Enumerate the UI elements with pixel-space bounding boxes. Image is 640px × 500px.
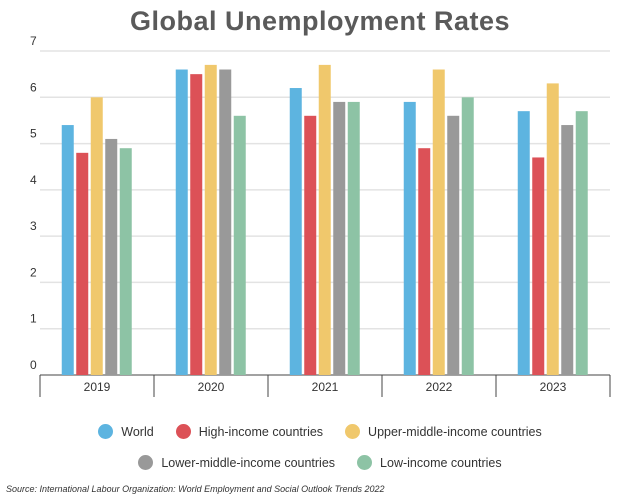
y-tick-label: 2	[30, 265, 37, 279]
legend-item: World	[98, 424, 154, 439]
legend-row-1: World High-income countries Upper-middle-i…	[0, 424, 640, 439]
y-tick-label: 7	[30, 34, 37, 48]
legend-swatch	[98, 424, 114, 439]
bar-upper-middle-income-countries-2021	[318, 64, 331, 375]
bar-low-income-countries-2022	[461, 97, 474, 376]
bar-low-income-countries-2023	[575, 111, 588, 376]
bar-high-income-countries-2023	[532, 157, 545, 375]
bar-lower-middle-income-countries-2019	[105, 138, 118, 375]
legend-label: Lower-middle-income countries	[161, 455, 336, 470]
legend-item: High-income countries	[175, 424, 324, 439]
legend-item: Low-income countries	[357, 455, 502, 470]
y-tick-label: 1	[30, 312, 37, 326]
legend-swatch	[175, 424, 191, 439]
legend-swatch	[357, 455, 373, 470]
x-tick-label: 2023	[540, 380, 567, 394]
bar-world-2023	[517, 111, 530, 376]
bar-low-income-countries-2021	[347, 101, 360, 376]
bar-upper-middle-income-countries-2022	[432, 69, 445, 375]
source-note: Source: International Labour Organizatio…	[6, 484, 385, 494]
bar-world-2021	[289, 88, 302, 376]
legend-label: World	[121, 424, 154, 439]
bar-world-2022	[403, 101, 416, 376]
x-tick-label: 2022	[426, 380, 453, 394]
bar-low-income-countries-2020	[233, 115, 246, 376]
bar-upper-middle-income-countries-2019	[90, 97, 103, 376]
legend-label: Low-income countries	[380, 455, 502, 470]
legend-item: Upper-middle-income countries	[345, 424, 542, 439]
bar-high-income-countries-2021	[304, 115, 317, 376]
legend-label: Upper-middle-income countries	[368, 424, 542, 439]
x-tick-label: 2019	[84, 380, 111, 394]
legend-swatch	[345, 424, 361, 439]
bar-high-income-countries-2020	[190, 74, 203, 376]
y-tick-label: 5	[30, 127, 37, 141]
bar-lower-middle-income-countries-2020	[219, 69, 232, 375]
bar-lower-middle-income-countries-2023	[561, 125, 574, 375]
bar-lower-middle-income-countries-2021	[333, 101, 346, 376]
y-tick-label: 4	[30, 173, 37, 187]
y-tick-label: 0	[30, 358, 37, 372]
bar-upper-middle-income-countries-2020	[204, 64, 217, 375]
x-tick-label: 2020	[198, 380, 225, 394]
legend-item: Lower-middle-income countries	[138, 455, 335, 470]
bar-lower-middle-income-countries-2022	[447, 115, 460, 376]
x-tick-label: 2021	[312, 380, 339, 394]
bar-high-income-countries-2019	[76, 152, 89, 375]
bar-world-2020	[175, 69, 188, 375]
chart-title: Global Unemployment Rates	[129, 6, 511, 36]
bar-upper-middle-income-countries-2023	[546, 83, 559, 376]
y-tick-label: 6	[30, 80, 37, 94]
y-tick-label: 3	[30, 219, 37, 233]
legend-label: High-income countries	[198, 424, 324, 439]
bar-high-income-countries-2022	[418, 148, 431, 375]
bar-chart: 0 1 2 3 4 5 6 7 2019 2020 2021 2022 2023	[30, 34, 611, 397]
bar-low-income-countries-2019	[119, 148, 132, 375]
bar-world-2019	[61, 125, 74, 375]
legend-swatch	[138, 455, 154, 470]
legend-row-2: Lower-middle-income countries Low-income …	[0, 455, 640, 470]
